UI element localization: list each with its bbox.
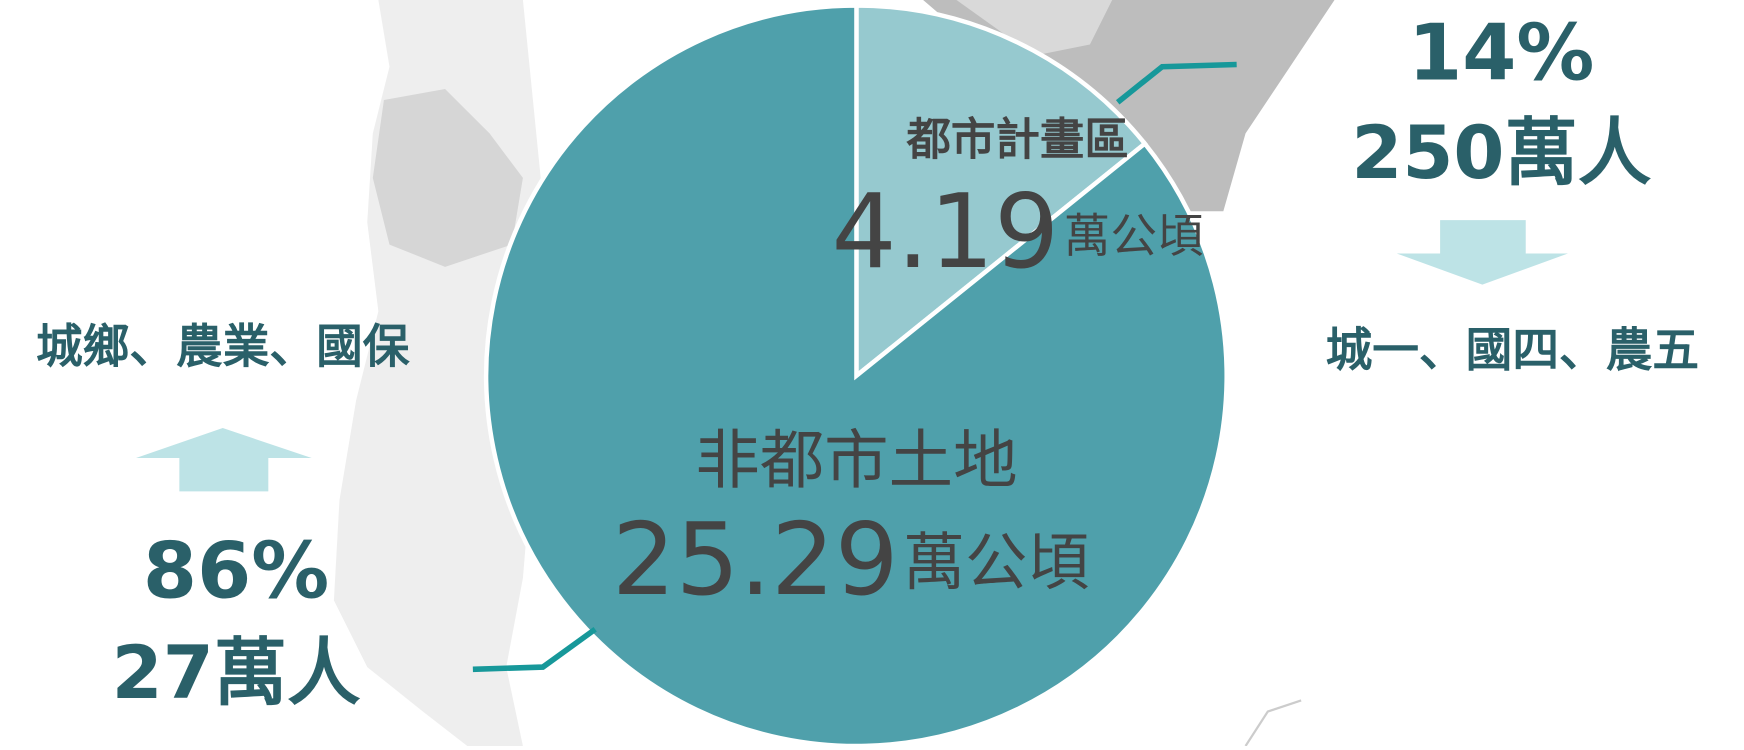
pie-slice [484, 3, 1229, 749]
slice-value: 25.29萬公頃 [612, 501, 1090, 618]
value-unit: 萬公頃 [1064, 210, 1204, 264]
annotation: 城一、國四、農五 [1326, 324, 1700, 378]
pie [484, 3, 1229, 749]
annotation: 27萬人 [112, 631, 361, 716]
annotation: 250萬人 [1351, 111, 1651, 196]
annotation: 14% [1408, 8, 1594, 98]
value-number: 25.29 [612, 501, 898, 618]
annotation: 86% [143, 526, 329, 616]
leader-line [1115, 61, 1237, 105]
pie-slice [854, 3, 1148, 381]
arrow-down [1396, 220, 1568, 285]
leader-line [472, 627, 597, 673]
slice-label: 都市計畫區 [905, 114, 1128, 165]
arrow-up [136, 428, 312, 492]
annotation: 城鄉、農業、國保 [36, 321, 411, 375]
slice-label: 非都市土地 [695, 423, 1017, 498]
slice-value: 4.19 萬公頃 [832, 173, 1204, 292]
value-unit: 萬公頃 [903, 526, 1090, 599]
value-number: 4.19 [832, 173, 1060, 292]
